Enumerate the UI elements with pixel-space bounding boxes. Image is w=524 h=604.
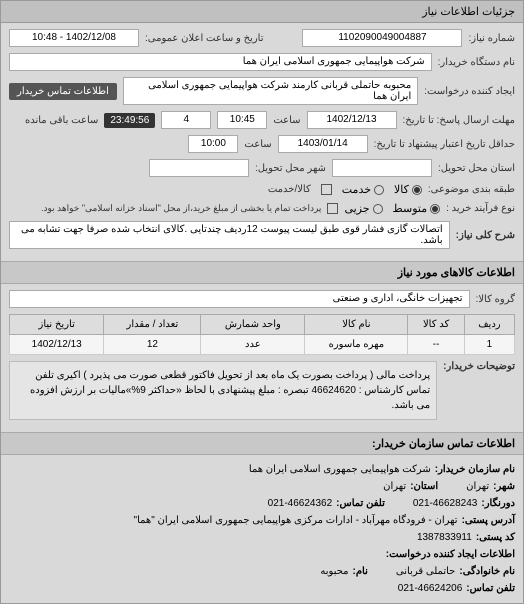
delivery-city-label: شهر محل تحویل:: [255, 163, 326, 174]
cell-name: مهره ماسوره: [305, 335, 408, 355]
contact-section: نام سازمان خریدار: شرکت هواپیمایی جمهوری…: [1, 455, 523, 603]
treasury-checkbox[interactable]: [327, 203, 338, 214]
radio-medium-circle: [430, 204, 440, 214]
col-date: تاریخ نیاز: [10, 315, 104, 335]
need-desc-field: اتصالات گازی فشار قوی طبق لیست پیوست 12ر…: [9, 221, 450, 249]
fam-label: نام خانوادگی:: [459, 563, 515, 580]
addr-value: تهران - فرودگاه مهرآباد - ادارات مرکزی ه…: [134, 512, 458, 529]
creator-field: محبوبه حاتملی قربانی کارمند شرکت هواپیما…: [123, 77, 418, 105]
radio-service-label: خدمت: [342, 183, 371, 196]
city-value: تهران: [466, 478, 489, 495]
cell-row: 1: [464, 335, 514, 355]
fam-value: حاتملی قربانی: [396, 563, 455, 580]
time-label-2: ساعت: [244, 139, 271, 150]
phone-label: تلفن تماس:: [336, 495, 385, 512]
col-code: کد کالا: [408, 315, 464, 335]
addr-label: آدرس پستی:: [462, 512, 515, 529]
org-value: شرکت هواپیمایی جمهوری اسلامی ایران هما: [249, 461, 431, 478]
col-name: نام کالا: [305, 315, 408, 335]
deadline-label: مهلت ارسال پاسخ: تا تاریخ:: [403, 115, 515, 126]
countdown-timer: 23:49:56: [104, 113, 155, 128]
fax-value: 021-46628243: [413, 495, 478, 512]
col-qty: تعداد / مقدار: [104, 315, 201, 335]
category-radio-group: کالا خدمت کالا/خدمت: [268, 183, 422, 196]
req-number-label: شماره نیاز:: [468, 33, 515, 44]
buyer-name-label: نام دستگاه خریدار:: [438, 57, 515, 68]
buyer-desc-label: توضیحات خریدار:: [443, 361, 515, 372]
delivery-city-field: [149, 159, 249, 177]
radio-goods[interactable]: کالا: [394, 183, 422, 196]
phone2-label: تلفن تماس:: [466, 580, 515, 597]
radio-goods-circle: [412, 185, 422, 195]
delivery-state-label: استان محل تحویل:: [438, 163, 515, 174]
deadline-date-field: 1402/12/13: [307, 111, 397, 129]
page-header: جزئیات اطلاعات نیاز: [1, 1, 523, 23]
radio-medium[interactable]: متوسط: [393, 202, 441, 215]
goods-service-checkbox[interactable]: [321, 184, 332, 195]
cell-code: --: [408, 335, 464, 355]
process-radio-group: متوسط جزیی: [344, 202, 440, 215]
city-label: شهر:: [493, 478, 515, 495]
radio-medium-label: متوسط: [393, 202, 428, 215]
announce-field: 1402/12/08 - 10:48: [9, 29, 139, 47]
cell-date: 1402/12/13: [10, 335, 104, 355]
phone-value: 021-46624362: [268, 495, 333, 512]
name2-label: نام:: [353, 563, 368, 580]
org-label: نام سازمان خریدار:: [435, 461, 515, 478]
goods-group-field: تجهیزات خانگی، اداری و صنعتی: [9, 290, 470, 308]
fax-label: دورنگار:: [481, 495, 515, 512]
delivery-state-field: [332, 159, 432, 177]
name2-value: محبوبه: [320, 563, 348, 580]
radio-goods-label: کالا: [394, 183, 409, 196]
buyer-name-field: شرکت هواپیمایی جمهوری اسلامی ایران هما: [9, 53, 432, 71]
table-row[interactable]: 1 -- مهره ماسوره عدد 12 1402/12/13: [10, 335, 515, 355]
radio-service-circle: [374, 185, 384, 195]
col-unit: واحد شمارش: [201, 315, 305, 335]
validity-date-field: 1403/01/14: [278, 135, 368, 153]
radio-service[interactable]: خدمت: [342, 183, 384, 196]
postal-label: کد پستی:: [476, 529, 515, 546]
goods-section-title: اطلاعات کالاهای مورد نیاز: [1, 261, 523, 284]
req-number-field: 1102090049004887: [302, 29, 462, 47]
contact-info-button[interactable]: اطلاعات تماس خریدار: [9, 83, 117, 100]
remaining-label: ساعت باقی مانده: [25, 115, 98, 126]
goods-group-label: گروه کالا:: [476, 294, 515, 305]
radio-partial-proc-label: جزیی: [344, 202, 369, 215]
col-row: ردیف: [464, 315, 514, 335]
days-left-field: 4: [161, 111, 211, 129]
contact-section-title: اطلاعات تماس سازمان خریدار:: [1, 432, 523, 455]
creator-label: ایجاد کننده درخواست:: [424, 86, 515, 97]
need-desc-label: شرح کلی نیاز:: [456, 230, 515, 241]
validity-time-field: 10:00: [188, 135, 238, 153]
packaging-label: طبقه بندی موضوعی:: [428, 184, 515, 195]
prov-label: استان:: [410, 478, 438, 495]
cell-unit: عدد: [201, 335, 305, 355]
postal-value: 1387833911: [417, 529, 472, 546]
prov-value: تهران: [383, 478, 406, 495]
goods-service-check-label: کالا/خدمت: [268, 184, 311, 195]
cell-qty: 12: [104, 335, 201, 355]
deadline-time-field: 10:45: [217, 111, 267, 129]
phone2-value: 021-46624206: [398, 580, 463, 597]
announce-label: تاریخ و ساعت اعلان عمومی:: [145, 33, 264, 44]
buyer-desc-box: پرداخت مالی ( پرداخت بصورت یک ماه بعد از…: [9, 361, 437, 420]
payment-type-label: نوع فرآیند خرید :: [446, 203, 515, 214]
validity-label: حداقل تاریخ اعتبار پیشنهاد تا تاریخ:: [374, 139, 515, 150]
creator2-label: اطلاعات ایجاد کننده درخواست:: [386, 546, 515, 563]
radio-partial-proc-circle: [373, 204, 383, 214]
goods-table: ردیف کد کالا نام کالا واحد شمارش تعداد /…: [9, 314, 515, 355]
radio-partial-proc[interactable]: جزیی: [344, 202, 382, 215]
time-label-1: ساعت: [273, 115, 300, 126]
payment-note: پرداخت تمام یا بخشی از مبلغ خرید،از محل …: [41, 203, 321, 214]
